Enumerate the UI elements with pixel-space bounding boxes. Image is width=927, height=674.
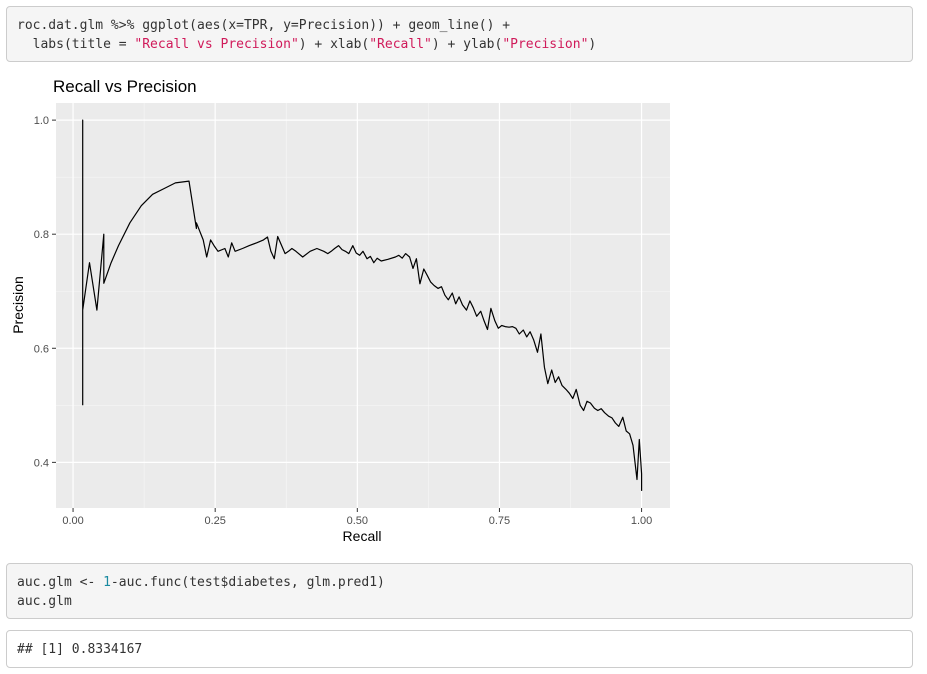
x-tick-label: 0.25	[204, 515, 225, 527]
code-text: -auc.func(test$diabetes, glm.pred1)	[110, 575, 385, 590]
string-literal: "Precision"	[502, 37, 589, 52]
code-text: labs(title =	[17, 37, 135, 52]
code-text: ) + ylab(	[431, 37, 503, 52]
number-literal: 1	[103, 575, 111, 590]
x-axis-ticks: 0.00 0.25 0.50 0.75 1.00	[62, 508, 652, 527]
x-tick-label: 1.00	[631, 515, 652, 527]
gridlines	[56, 103, 670, 508]
chart-title: Recall vs Precision	[53, 77, 197, 96]
y-tick-label: 0.4	[34, 457, 49, 469]
x-tick-label: 0.50	[347, 515, 368, 527]
x-tick-label: 0.00	[62, 515, 83, 527]
string-literal: "Recall vs Precision"	[134, 37, 299, 52]
output-text: ## [1] 0.8334167	[17, 642, 143, 657]
y-tick-label: 0.8	[34, 229, 49, 241]
plot-panel	[56, 103, 670, 508]
x-axis-title: Recall	[343, 528, 382, 544]
plot-code-block: roc.dat.glm %>% ggplot(aes(x=TPR, y=Prec…	[6, 6, 913, 62]
output-block: ## [1] 0.8334167	[6, 630, 913, 668]
code-text: )	[588, 37, 597, 52]
x-tick-label: 0.75	[489, 515, 510, 527]
code-line: roc.dat.glm %>% ggplot(aes(x=TPR, y=Prec…	[17, 18, 511, 33]
y-tick-label: 0.6	[34, 343, 49, 355]
string-literal: "Recall"	[369, 37, 432, 52]
y-axis-ticks: 0.4 0.6 0.8 1.0	[34, 115, 56, 469]
precision-line	[82, 119, 643, 491]
code-text: auc.glm <-	[17, 575, 104, 590]
y-tick-label: 1.0	[34, 115, 49, 127]
auc-code-block: auc.glm <- 1-auc.func(test$diabetes, glm…	[6, 563, 913, 619]
code-line: auc.glm	[17, 594, 72, 609]
y-axis-title: Precision	[10, 276, 26, 334]
recall-precision-chart: Recall vs Precision 0.00 0.25 0.50 0.75 1.00…	[10, 77, 670, 544]
code-text: ) + xlab(	[298, 37, 370, 52]
